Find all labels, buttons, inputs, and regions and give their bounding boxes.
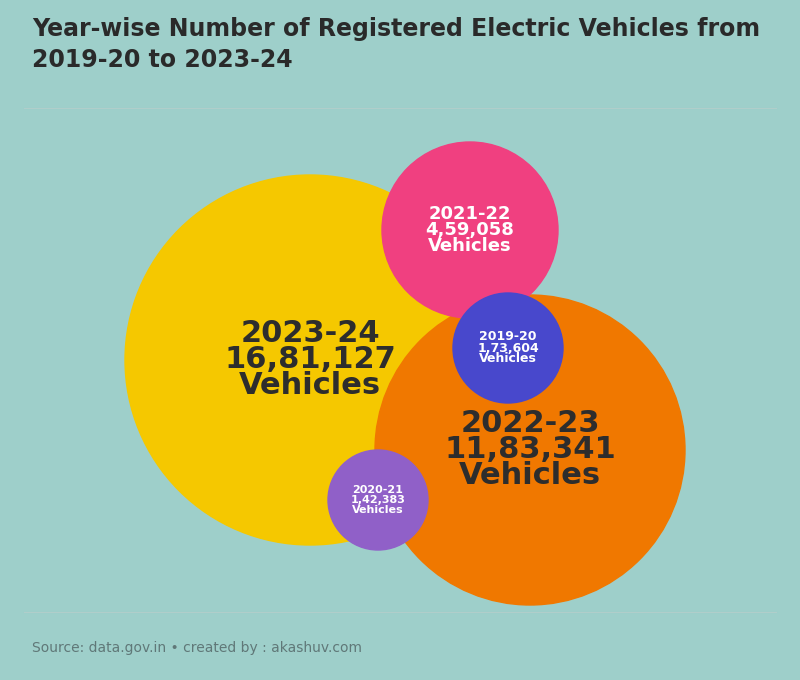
Text: 2020-21: 2020-21: [353, 485, 403, 495]
Circle shape: [328, 450, 428, 550]
Circle shape: [375, 295, 685, 605]
Text: Vehicles: Vehicles: [352, 505, 404, 515]
Text: 2022-23: 2022-23: [460, 409, 600, 439]
Text: 1,42,383: 1,42,383: [350, 495, 406, 505]
Text: 1,73,604: 1,73,604: [477, 341, 539, 354]
Text: 11,83,341: 11,83,341: [444, 435, 616, 464]
Text: Vehicles: Vehicles: [239, 371, 381, 401]
Text: 4,59,058: 4,59,058: [426, 221, 514, 239]
Text: 16,81,127: 16,81,127: [224, 345, 396, 375]
Text: Year-wise Number of Registered Electric Vehicles from
2019-20 to 2023-24: Year-wise Number of Registered Electric …: [32, 17, 760, 71]
Text: Vehicles: Vehicles: [479, 352, 537, 366]
Text: 2023-24: 2023-24: [240, 320, 380, 348]
Text: Source: data.gov.in • created by : akashuv.com: Source: data.gov.in • created by : akash…: [32, 641, 362, 655]
Circle shape: [382, 142, 558, 318]
Text: Vehicles: Vehicles: [428, 237, 512, 255]
Text: Vehicles: Vehicles: [459, 462, 601, 490]
Text: 2019-20: 2019-20: [479, 330, 537, 343]
Circle shape: [125, 175, 495, 545]
Circle shape: [453, 293, 563, 403]
Text: 2021-22: 2021-22: [429, 205, 511, 223]
